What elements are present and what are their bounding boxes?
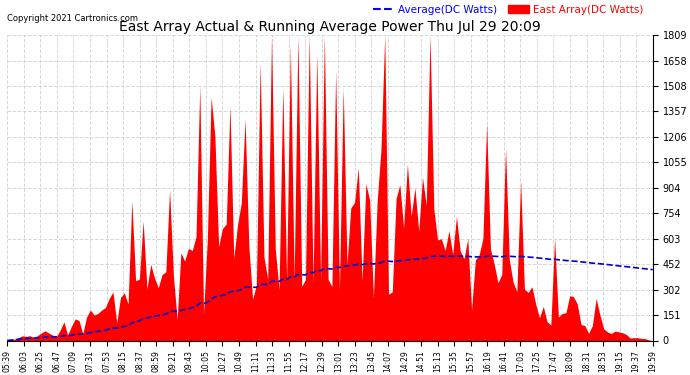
Legend: Average(DC Watts), East Array(DC Watts): Average(DC Watts), East Array(DC Watts): [369, 1, 647, 19]
Text: Copyright 2021 Cartronics.com: Copyright 2021 Cartronics.com: [8, 14, 138, 23]
Title: East Array Actual & Running Average Power Thu Jul 29 20:09: East Array Actual & Running Average Powe…: [119, 20, 541, 34]
